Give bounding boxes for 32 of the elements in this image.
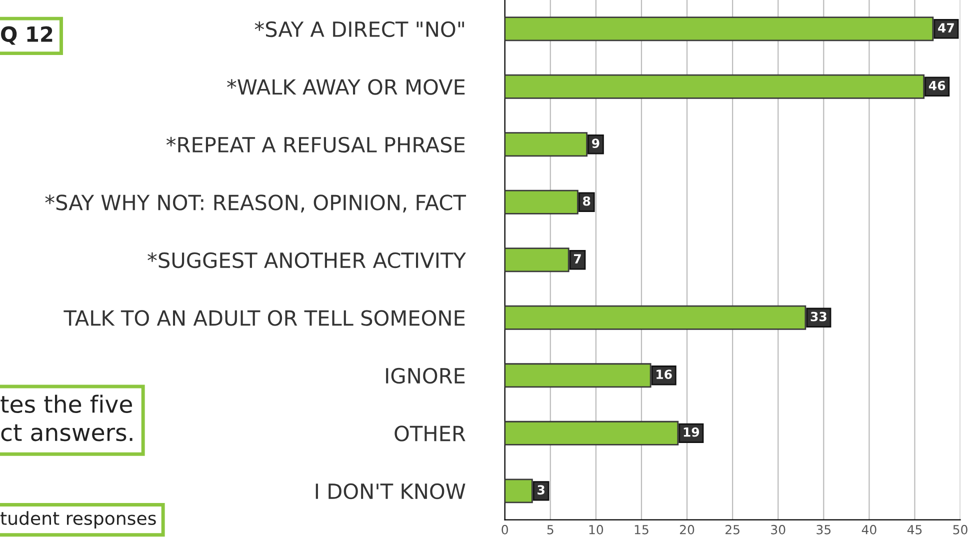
data-label: 16: [656, 370, 672, 380]
data-label: 8: [583, 196, 590, 206]
data-label: 47: [938, 23, 954, 32]
data-label: 46: [928, 80, 946, 90]
data-label: 9: [592, 138, 600, 148]
x-tick-label: 50: [953, 524, 968, 534]
x-tick-label: 15: [634, 525, 648, 534]
data-label: 33: [810, 312, 826, 322]
x-tick-label: 5: [547, 525, 554, 534]
y-tick-label: IGNORE: [386, 368, 465, 384]
y-tick-label: *SUGGEST ANOTHER ACTIVITY: [148, 252, 466, 268]
text: tudent responses: [0, 511, 156, 529]
x-tick-label: 30: [771, 524, 786, 534]
y-tick-label: *REPEAT A REFUSAL PHRASE: [166, 136, 465, 153]
x-tick-label: 10: [589, 524, 604, 534]
y-tick-label: *SAY A DIRECT "NO": [254, 21, 464, 38]
y-tick-label: OTHER: [394, 426, 466, 442]
x-tick-label: 25: [726, 524, 740, 534]
text: Q 12: [1, 26, 52, 45]
x-tick-label: 45: [907, 525, 922, 534]
y-tick-label: TALK TO AN ADULT OR TELL SOMEONE: [64, 310, 465, 326]
y-tick-label: *SAY WHY NOT: REASON, OPINION, FACT: [45, 194, 466, 212]
x-tick-label: 0: [502, 524, 508, 534]
y-tick-label: I DON'T KNOW: [316, 483, 466, 500]
y-tick-label: *WALK AWAY OR MOVE: [227, 79, 465, 95]
data-label: 19: [684, 427, 700, 437]
x-tick-label: 20: [680, 524, 694, 534]
data-label: 7: [574, 254, 581, 264]
text: tes the five ct answers.: [0, 394, 132, 442]
x-tick-label: 35: [816, 524, 831, 534]
x-tick-label: 40: [862, 524, 876, 534]
data-label: 3: [538, 485, 544, 495]
